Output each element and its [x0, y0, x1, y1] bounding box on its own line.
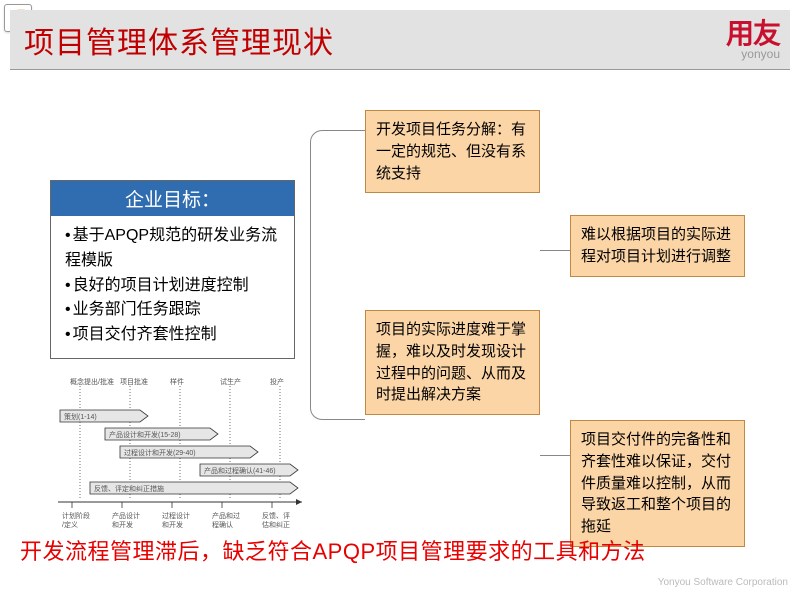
logo-sub: yonyou: [726, 48, 780, 60]
goals-body: 基于APQP规范的研发业务流程模版 良好的项目计划进度控制 业务部门任务跟踪 项…: [51, 216, 294, 358]
svg-text:投产: 投产: [270, 377, 284, 386]
svg-text:项目批准: 项目批准: [120, 377, 148, 386]
svg-text:计划阶段: 计划阶段: [62, 511, 90, 520]
content-area: 企业目标： 基于APQP规范的研发业务流程模版 良好的项目计划进度控制 业务部门…: [0, 90, 800, 598]
issue-box-1: 开发项目任务分解：有一定的规范、但没有系统支持: [365, 110, 540, 193]
page-title: 项目管理体系管理现状: [24, 18, 334, 62]
goals-panel: 企业目标： 基于APQP规范的研发业务流程模版 良好的项目计划进度控制 业务部门…: [50, 180, 295, 359]
svg-text:产品设计和开发(15-28): 产品设计和开发(15-28): [109, 430, 181, 439]
goal-item: 良好的项目计划进度控制: [65, 274, 284, 299]
footer-conclusion: 开发流程管理滞后，缺乏符合APQP项目管理要求的工具和方法: [20, 534, 780, 566]
svg-text:估和纠正: 估和纠正: [262, 520, 290, 529]
svg-text:样件: 样件: [170, 377, 184, 386]
goal-item: 业务部门任务跟踪: [65, 298, 284, 323]
svg-text:过程设计和开发(29-40): 过程设计和开发(29-40): [124, 448, 196, 457]
svg-text:概念提出/批准: 概念提出/批准: [70, 377, 114, 386]
slide-page: 项目管理体系管理现状 用友 yonyou 企业目标： 基于APQP规范的研发业务…: [0, 0, 800, 598]
svg-text:和开发: 和开发: [162, 520, 183, 529]
issue-box-4: 项目交付件的完备性和齐套性难以保证，交付件质量难以控制，从而导致返工和整个项目的…: [570, 420, 745, 547]
svg-text:过程设计: 过程设计: [162, 511, 190, 520]
svg-text:反馈、评: 反馈、评: [262, 511, 290, 520]
connector-line: [540, 455, 570, 456]
connector-bracket: [310, 130, 365, 420]
goals-header: 企业目标：: [51, 181, 294, 216]
corporation-label: Yonyou Software Corporation: [658, 577, 788, 588]
svg-text:程确认: 程确认: [212, 520, 233, 529]
goal-item: 基于APQP规范的研发业务流程模版: [65, 224, 284, 274]
svg-text:和开发: 和开发: [112, 520, 133, 529]
issue-box-3: 项目的实际进度难于掌握，难以及时发现设计过程中的问题、从而及时提出解决方案: [365, 310, 540, 415]
logo: 用友 yonyou: [726, 20, 780, 60]
svg-text:反馈、评定和纠正措施: 反馈、评定和纠正措施: [94, 484, 164, 493]
svg-text:策划(1-14): 策划(1-14): [64, 412, 97, 421]
svg-text:试生产: 试生产: [220, 377, 241, 386]
svg-text:产品和过: 产品和过: [212, 511, 240, 520]
svg-text:产品和过程确认(41-46): 产品和过程确认(41-46): [204, 466, 276, 475]
issue-box-2: 难以根据项目的实际进程对项目计划进行调整: [570, 215, 745, 277]
logo-text: 用友: [726, 20, 780, 48]
svg-text:产品设计: 产品设计: [112, 511, 140, 520]
connector-line: [540, 250, 570, 251]
svg-text:/定义: /定义: [62, 520, 78, 529]
apqp-gantt-figure: 概念提出/批准项目批准 样件 试生产 投产策划(1-14) 产品设计和开发(15-28)…: [50, 370, 310, 545]
goal-item: 项目交付齐套性控制: [65, 323, 284, 348]
header-bar: 项目管理体系管理现状 用友 yonyou: [10, 10, 790, 70]
